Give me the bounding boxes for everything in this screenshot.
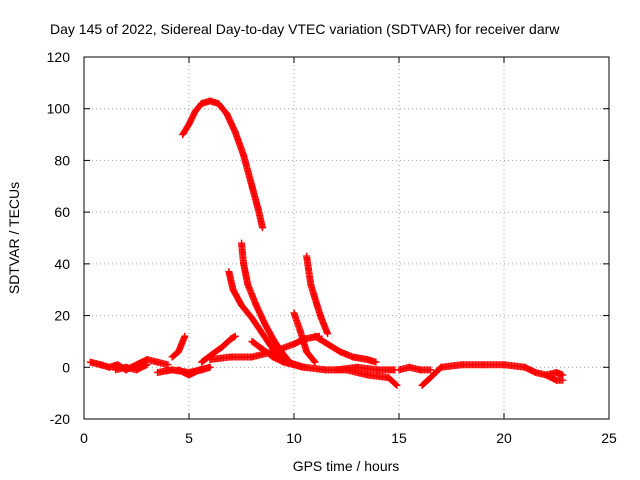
data-point-marker [372, 358, 380, 366]
y-tick-label: -20 [50, 411, 70, 427]
grid-layer [84, 57, 609, 419]
series-track-h [168, 332, 189, 361]
x-tick-label: 25 [601, 430, 617, 446]
y-tick-label: 20 [54, 308, 70, 324]
data-point-marker [427, 366, 434, 374]
data-point-marker [559, 371, 567, 379]
x-tick-label: 10 [286, 430, 302, 446]
data-point-marker [206, 363, 214, 371]
data-point-marker [392, 380, 400, 388]
data-point-marker [164, 361, 172, 369]
data-point-marker [231, 332, 239, 340]
y-tick-label: 0 [62, 359, 70, 375]
data-point-marker [259, 224, 266, 232]
series-track-c [303, 252, 332, 338]
series-track-m [395, 363, 434, 374]
series-track-p [112, 361, 151, 374]
axis-ticks: 0 5 10 15 20 25 -20 0 20 40 60 80 100 120 [47, 49, 617, 446]
series-track-d [290, 309, 319, 366]
x-tick-label: 5 [185, 430, 193, 446]
series-track-peak [179, 97, 266, 232]
x-tick-label: 15 [391, 430, 407, 446]
y-tick-label: 40 [54, 256, 70, 272]
y-tick-label: 80 [54, 152, 70, 168]
plot-frame [83, 56, 610, 420]
data-point-marker [315, 332, 323, 340]
data-point-marker [393, 381, 401, 389]
series-track-i [206, 332, 323, 364]
series-track-r [542, 368, 567, 379]
x-tick-label: 0 [80, 430, 88, 446]
x-axis-label: GPS time / hours [293, 458, 400, 474]
data-point-marker [181, 332, 189, 340]
y-tick-label: 120 [47, 49, 71, 65]
x-tick-label: 20 [496, 430, 512, 446]
data-point-marker [310, 357, 318, 365]
data-point-marker [311, 358, 319, 366]
data-point-marker [143, 361, 151, 369]
series-track-e [311, 332, 380, 366]
series-track-k [284, 358, 401, 389]
series-track-q [175, 363, 214, 379]
data-marks [86, 97, 567, 389]
y-tick-label: 60 [54, 204, 70, 220]
data-point-marker [324, 330, 332, 338]
y-axis-label: SDTVAR / TECUs [6, 182, 22, 294]
y-tick-label: 100 [47, 101, 71, 117]
chart-title: Day 145 of 2022, Sidereal Day-to-day VTE… [50, 21, 560, 37]
series-track-l [332, 363, 399, 374]
